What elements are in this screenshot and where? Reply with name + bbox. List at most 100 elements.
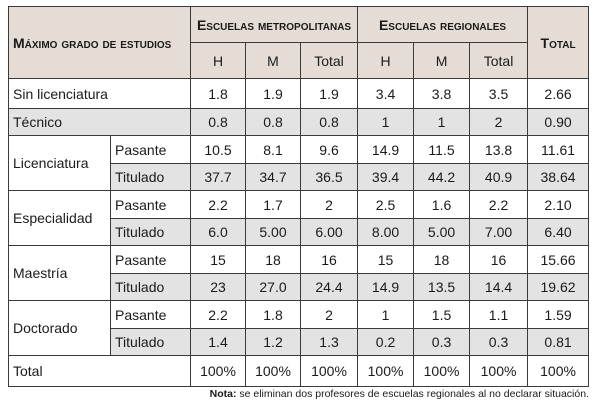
cell: 5.00 <box>245 218 301 246</box>
cell: 5.00 <box>413 218 471 246</box>
footnote-label: Nota: <box>209 388 237 400</box>
cell: 100% <box>299 355 359 387</box>
cell: 1.9 <box>299 78 359 109</box>
header-regionales: Escuelas regionales <box>357 6 529 43</box>
cell: 1.4 <box>190 328 246 356</box>
cell: 3.8 <box>413 78 471 109</box>
cell: 8.00 <box>357 218 415 246</box>
sub-label: Pasante <box>110 300 191 329</box>
cell: 38.64 <box>527 163 590 191</box>
cell: 1 <box>357 108 415 136</box>
cell: 15 <box>190 245 246 274</box>
row-label: Sin licenciatura <box>8 78 191 109</box>
cell: 9.6 <box>299 135 359 164</box>
row-label: Técnico <box>8 108 191 136</box>
header-corner: Máximo grado de estudios <box>8 6 191 79</box>
cell: 2 <box>469 108 529 136</box>
cell: 16 <box>469 245 529 274</box>
cell: 8.1 <box>245 135 301 164</box>
cell: 14.9 <box>357 273 415 301</box>
cell: 1.5 <box>413 300 471 329</box>
cell: 6.00 <box>299 218 359 246</box>
cell: 34.7 <box>245 163 301 191</box>
cell: 1.6 <box>413 190 471 219</box>
cell: 1.7 <box>245 190 301 219</box>
footnote: Nota: se eliminan dos profesores de escu… <box>210 388 589 400</box>
cell: 2.10 <box>527 190 590 219</box>
cell: 1.3 <box>299 328 359 356</box>
cell: 14.9 <box>357 135 415 164</box>
cell: 36.5 <box>299 163 359 191</box>
group-label: Licenciatura <box>8 135 111 191</box>
header-metropolitanas: Escuelas metropolitanas <box>189 6 359 43</box>
cell: 2.66 <box>527 78 590 109</box>
cell: 1.1 <box>469 300 529 329</box>
cell: 2.5 <box>357 190 415 219</box>
cell: 3.5 <box>469 78 529 109</box>
cell: 3.4 <box>357 78 415 109</box>
table-row: Total 100% 100% 100% 100% 100% 100% 100% <box>8 355 590 387</box>
cell: 100% <box>469 355 529 387</box>
cell: 18 <box>413 245 471 274</box>
table-row: Titulado 37.7 34.7 36.5 39.4 44.2 40.9 3… <box>9 163 590 191</box>
cell: 1.9 <box>245 78 301 109</box>
table-row: Técnico 0.8 0.8 0.8 1 1 2 0.90 <box>8 108 590 136</box>
table-row: Doctorado Pasante 2.2 1.8 2 1 1.5 1.1 1.… <box>8 300 590 356</box>
cell: 13.5 <box>413 273 471 301</box>
cell: 14.4 <box>469 273 529 301</box>
cell: 0.2 <box>357 328 415 356</box>
cell: 2.2 <box>469 190 529 219</box>
cell: 6.40 <box>527 218 590 246</box>
header-total: Total <box>527 6 590 79</box>
table-row: Maestría Pasante 15 18 16 15 18 16 15.66 <box>8 245 590 301</box>
sub-label: Titulado <box>110 163 191 191</box>
subheader-total-reg: Total <box>469 42 529 79</box>
subheader-h-reg: H <box>357 42 415 79</box>
table-row: Licenciatura Pasante 10.5 8.1 9.6 14.9 1… <box>8 135 590 191</box>
sub-label: Titulado <box>110 328 191 356</box>
cell: 40.9 <box>469 163 529 191</box>
cell: 11.61 <box>527 135 590 164</box>
cell: 0.3 <box>469 328 529 356</box>
table-row: Titulado 6.0 5.00 6.00 8.00 5.00 7.00 6.… <box>9 218 590 246</box>
row-label: Total <box>8 355 191 387</box>
subheader-h-metro: H <box>190 42 246 79</box>
cell: 13.8 <box>469 135 529 164</box>
cell: 2 <box>299 190 359 219</box>
cell: 0.3 <box>413 328 471 356</box>
cell: 2 <box>299 300 359 329</box>
cell: 0.90 <box>527 108 590 136</box>
sub-label: Titulado <box>110 218 191 246</box>
subheader-m-metro: M <box>245 42 301 79</box>
cell: 18 <box>245 245 301 274</box>
table-row: Titulado 23 27.0 24.4 14.9 13.5 14.4 19.… <box>9 273 590 301</box>
cell: 2.2 <box>190 190 246 219</box>
cell: 1 <box>413 108 471 136</box>
sub-label: Titulado <box>110 273 191 301</box>
cell: 19.62 <box>527 273 590 301</box>
cell: 1.59 <box>527 300 590 329</box>
cell: 100% <box>245 355 301 387</box>
cell: 16 <box>299 245 359 274</box>
cell: 15.66 <box>527 245 590 274</box>
data-table: Máximo grado de estudios Escuelas metrop… <box>8 6 590 387</box>
group-label: Especialidad <box>8 190 111 246</box>
cell: 24.4 <box>299 273 359 301</box>
cell: 6.0 <box>190 218 246 246</box>
cell: 100% <box>357 355 415 387</box>
sub-label: Pasante <box>110 190 191 219</box>
cell: 27.0 <box>245 273 301 301</box>
cell: 0.81 <box>527 328 590 356</box>
cell: 1.2 <box>245 328 301 356</box>
cell: 7.00 <box>469 218 529 246</box>
cell: 44.2 <box>413 163 471 191</box>
cell: 0.8 <box>299 108 359 136</box>
sub-label: Pasante <box>110 135 191 164</box>
subheader-total-metro: Total <box>299 42 359 79</box>
cell: 15 <box>357 245 415 274</box>
cell: 100% <box>527 355 590 387</box>
subheader-m-reg: M <box>413 42 471 79</box>
cell: 1.8 <box>245 300 301 329</box>
cell: 2.2 <box>190 300 246 329</box>
cell: 100% <box>190 355 246 387</box>
